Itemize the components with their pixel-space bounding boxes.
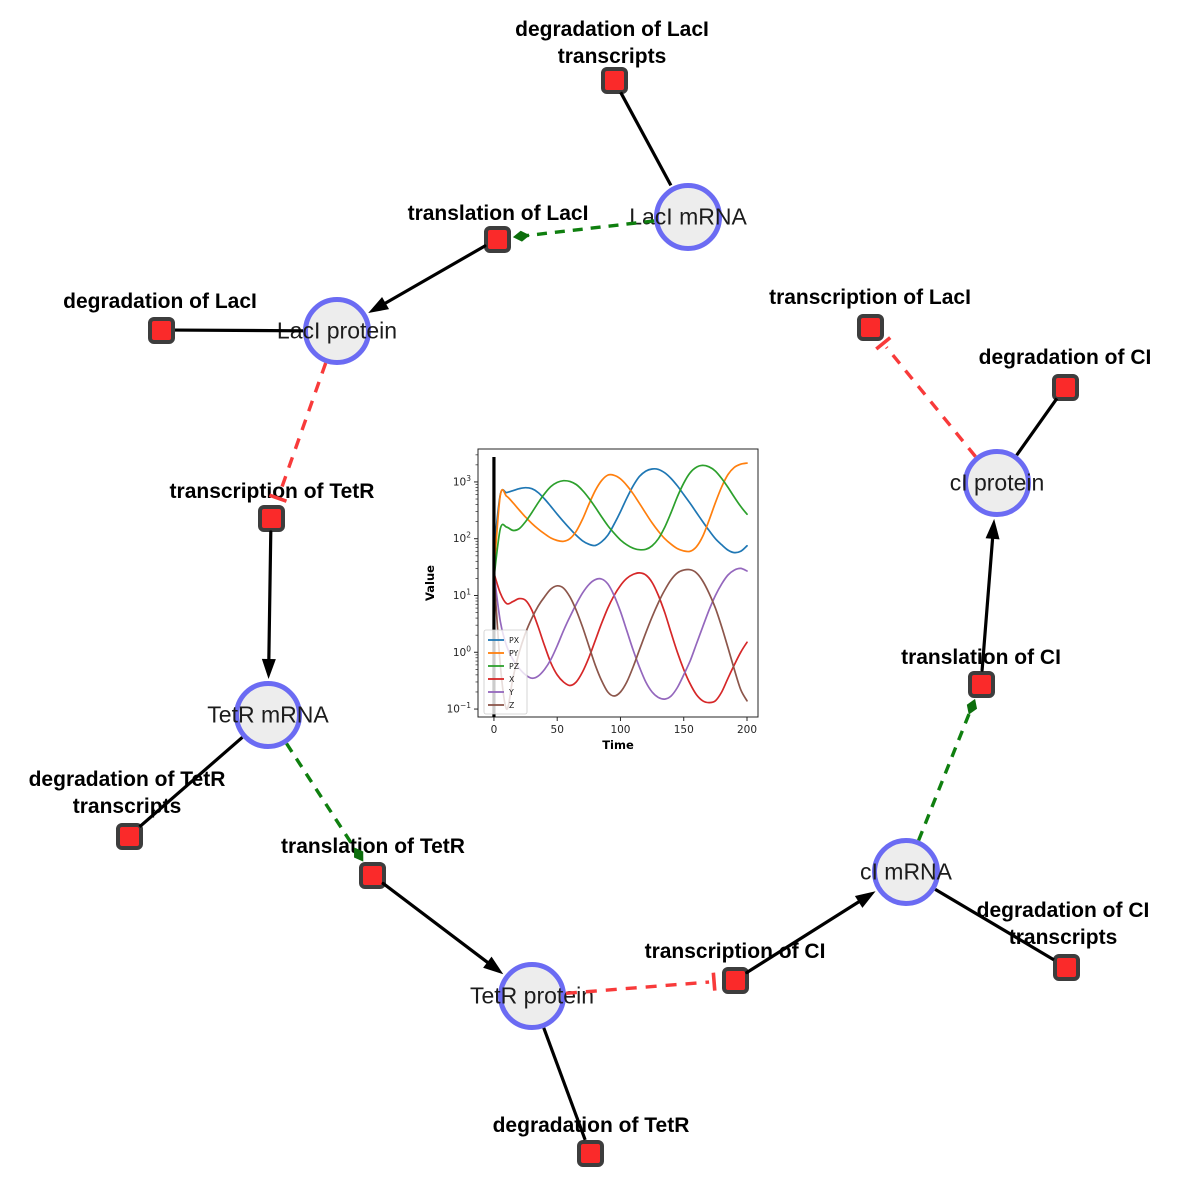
y-tick-label: 103 [453, 474, 471, 489]
x-tick-label: 150 [674, 724, 694, 736]
y-tick-label: 10−1 [447, 701, 472, 716]
series-PZ [493, 464, 748, 580]
reaction-label-line: degradation of TetR [28, 768, 226, 791]
reaction-label-deg-laci-tx: degradation of LacI transcripts [515, 16, 709, 70]
legend-entry-PZ: PZ [509, 662, 519, 671]
species-label-tetr-mrna: TetR mRNA [207, 701, 329, 728]
y-tick-label: 100 [453, 644, 471, 659]
legend-entry-PY: PY [509, 649, 519, 658]
reaction-node-trans-tetr[interactable] [358, 861, 386, 889]
reaction-node-deg-ci-tx[interactable] [1052, 953, 1080, 981]
reaction-label-line: degradation of LacI [515, 18, 709, 41]
species-label-tetr-protein: TetR protein [469, 982, 595, 1009]
series-PY [493, 462, 748, 574]
reaction-label-deg-tetr-tx: degradation of TetR transcripts [29, 766, 226, 820]
reaction-label-line: transcription of LacI [769, 286, 971, 309]
species-node-ci-protein[interactable] [963, 449, 1031, 517]
reaction-node-tx-laci[interactable] [856, 313, 884, 341]
species-node-tetr-protein[interactable] [498, 962, 566, 1030]
x-tick-label: 0 [491, 724, 498, 736]
series-X [493, 572, 748, 704]
reaction-label-deg-laci: degradation of LacI [63, 288, 257, 315]
reaction-node-trans-ci[interactable] [967, 670, 995, 698]
timeseries-plot: 0 50 100 150 20010310210110010−1TimeValuePXP… [423, 448, 759, 752]
reaction-label-line: degradation of TetR [492, 1114, 690, 1137]
species-node-tetr-mrna[interactable] [234, 681, 302, 749]
reaction-node-tx-ci[interactable] [721, 966, 749, 994]
reaction-node-trans-laci[interactable] [483, 225, 511, 253]
reaction-label-tx-ci: transcription of CI [645, 938, 826, 965]
reaction-label-deg-ci: degradation of CI [979, 344, 1152, 371]
species-label-laci-mrna: LacI mRNA [629, 203, 747, 230]
reaction-label-deg-tetr: degradation of TetR [493, 1112, 690, 1139]
reaction-node-deg-ci[interactable] [1051, 373, 1079, 401]
legend: PX PY PZ XYZ [483, 629, 528, 715]
reaction-label-line: degradation of LacI [63, 290, 257, 313]
species-label-ci-protein: cI protein [949, 469, 1045, 496]
chart-axes [477, 448, 759, 718]
x-tick-label: 200 [737, 724, 757, 736]
legend-entry-X: X [509, 675, 515, 684]
y-axis-label: Value [423, 565, 437, 601]
species-node-laci-mrna[interactable] [654, 183, 722, 251]
series-group [493, 462, 748, 710]
species-node-ci-mrna[interactable] [872, 838, 940, 906]
reaction-label-tx-tetr: transcription of TetR [170, 478, 375, 505]
reaction-node-deg-laci-tx[interactable] [600, 66, 628, 94]
x-tick-label: 100 [610, 724, 630, 736]
species-label-laci-protein: LacI protein [276, 317, 398, 344]
reaction-node-deg-tetr[interactable] [576, 1139, 604, 1167]
reaction-label-line: transcripts [557, 45, 667, 68]
reaction-label-line: transcription of TetR [169, 480, 375, 503]
reaction-label-line: translation of CI [901, 646, 1061, 669]
reaction-node-deg-laci[interactable] [147, 316, 175, 344]
inset-chart: 0 50 100 150 200 103 102 101 100 10−1 Time Value PX P… [423, 430, 779, 766]
x-axis-label: Time [602, 738, 634, 752]
reaction-label-line: transcripts [1008, 926, 1118, 949]
y-tick-label: 101 [453, 587, 471, 602]
legend-entry-Z: Z [509, 701, 514, 710]
reaction-label-trans-ci: translation of CI [901, 644, 1061, 671]
reaction-label-line: transcription of CI [644, 940, 826, 963]
series-Z [493, 568, 748, 710]
species-node-laci-protein[interactable] [303, 297, 371, 365]
reaction-label-line: translation of LacI [407, 202, 589, 225]
reaction-label-deg-ci-tx: degradation of CI transcripts [977, 897, 1150, 951]
reaction-label-line: translation of TetR [281, 835, 465, 858]
x-tick-label: 50 [551, 724, 564, 736]
reaction-label-tx-laci: transcription of LacI [769, 284, 971, 311]
reaction-label-trans-tetr: translation of TetR [281, 833, 465, 860]
series-Y [493, 567, 748, 700]
species-label-ci-mrna: cI mRNA [860, 858, 952, 885]
reaction-label-trans-laci: translation of LacI [408, 200, 589, 227]
series-PX [493, 467, 748, 554]
reaction-node-tx-tetr[interactable] [257, 504, 285, 532]
legend-entry-Y: Y [508, 688, 514, 697]
reaction-label-line: degradation of CI [978, 346, 1152, 369]
legend-entry-PX: PX [509, 636, 520, 645]
reaction-node-deg-tetr-tx[interactable] [115, 822, 143, 850]
y-tick-label: 102 [453, 531, 471, 546]
reaction-label-line: transcripts [72, 795, 182, 818]
reaction-label-line: degradation of CI [976, 899, 1150, 922]
